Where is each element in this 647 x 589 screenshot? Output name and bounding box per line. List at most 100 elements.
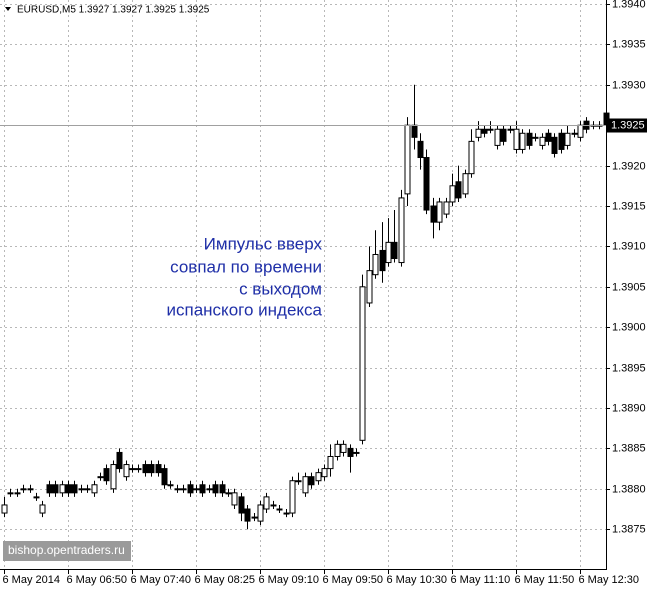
candle-body: [180, 488, 187, 491]
candle-body: [20, 488, 27, 491]
x-tick-label: 6 May 08:25: [195, 574, 256, 586]
annotation: Импульс вверх: [204, 234, 323, 253]
candle-body: [97, 476, 104, 479]
candle-body: [199, 484, 206, 494]
x-tick-label: 6 May 07:40: [131, 574, 192, 586]
candle-body: [225, 492, 232, 495]
y-tick-label: 1.3905: [612, 281, 646, 293]
candle-body: [283, 512, 290, 515]
y-tick-label: 1.3915: [612, 200, 646, 212]
candle-body: [398, 197, 405, 264]
candle-body: [558, 132, 565, 150]
candle-body: [212, 484, 219, 494]
candle-body: [276, 508, 283, 511]
annotation: испанского индекса: [167, 300, 323, 319]
y-tick-label: 1.3935: [612, 38, 646, 50]
grid: [0, 0, 606, 569]
candle-body: [315, 472, 322, 482]
watermark: bishop.opentraders.ru: [8, 543, 125, 557]
candle-body: [455, 181, 462, 199]
x-tick-label: 6 May 06:50: [67, 574, 128, 586]
candle-body: [423, 157, 430, 211]
candle-body: [359, 286, 366, 441]
candle-body: [385, 241, 392, 264]
candle-body: [193, 488, 200, 491]
candle-body: [539, 136, 546, 146]
candle-body: [507, 128, 514, 131]
candle-body: [430, 205, 437, 223]
candle-body: [571, 132, 578, 135]
candle-body: [526, 132, 533, 146]
y-tick-label: 1.3885: [612, 442, 646, 454]
y-tick-label: 1.3890: [612, 402, 646, 414]
candle-body: [270, 504, 277, 507]
y-tick-label: 1.3880: [612, 483, 646, 495]
y-tick-label: 1.3900: [612, 321, 646, 333]
candle-body: [551, 136, 558, 154]
candle-body: [532, 136, 539, 139]
candle-body: [206, 488, 213, 491]
candle-body: [1, 504, 8, 514]
candle-body: [135, 468, 142, 471]
y-tick-label: 1.3920: [612, 160, 646, 172]
candle-body: [481, 128, 488, 134]
x-tick-label: 6 May 11:50: [515, 574, 575, 586]
candle-body: [487, 128, 494, 131]
candle-body: [103, 468, 110, 482]
candle-body: [449, 185, 456, 203]
x-tick-label: 6 May 2014: [3, 574, 60, 586]
candle-body: [46, 484, 53, 494]
candle-body: [404, 124, 411, 195]
x-tick-label: 6 May 09:10: [259, 574, 320, 586]
x-tick-label: 6 May 11:10: [451, 574, 511, 586]
candle-body: [110, 464, 117, 490]
watermark-box: [3, 541, 131, 561]
candle-body: [219, 484, 226, 494]
candle-body: [436, 201, 443, 223]
y-tick-label: 1.3940: [612, 0, 646, 10]
candle-body: [71, 484, 78, 494]
candle-body: [564, 132, 571, 146]
candle-body: [244, 508, 251, 522]
candle-body: [372, 253, 379, 276]
candle-body: [327, 455, 334, 470]
candle-body: [340, 443, 347, 453]
y-tick-label: 1.3875: [612, 523, 646, 535]
candle-body: [39, 504, 46, 514]
candle-body: [78, 488, 85, 491]
candle-body: [7, 492, 14, 495]
candle-body: [545, 132, 552, 142]
candle-body: [519, 132, 526, 150]
y-tick-label: 1.3930: [612, 79, 646, 91]
candle-body: [347, 447, 354, 457]
candle-body: [14, 492, 21, 495]
candle-body: [116, 451, 123, 470]
candle-body: [231, 492, 238, 506]
candle-body: [251, 516, 258, 519]
candle-body: [52, 484, 59, 494]
candle-body: [238, 496, 245, 514]
y-tick-label: 1.3910: [612, 240, 646, 252]
candle-body: [366, 270, 373, 304]
x-tick-label: 6 May 09:50: [323, 574, 384, 586]
candle-body: [33, 496, 40, 499]
candle-body: [379, 249, 386, 272]
candle-body: [123, 464, 130, 478]
last-price-label: 1.3925: [611, 119, 645, 131]
candle-body: [494, 128, 501, 146]
candle-body: [161, 468, 168, 486]
candle-body: [302, 476, 309, 494]
candle-body: [142, 464, 149, 474]
candle-body: [468, 140, 475, 175]
candle-body: [462, 173, 469, 195]
candle-body: [27, 488, 34, 491]
dropdown-icon[interactable]: [5, 7, 11, 11]
candle-body: [321, 468, 328, 478]
candle-body: [59, 484, 66, 494]
candle-body: [129, 468, 136, 471]
y-tick-label: 1.3895: [612, 362, 646, 374]
candle-body: [263, 496, 270, 510]
